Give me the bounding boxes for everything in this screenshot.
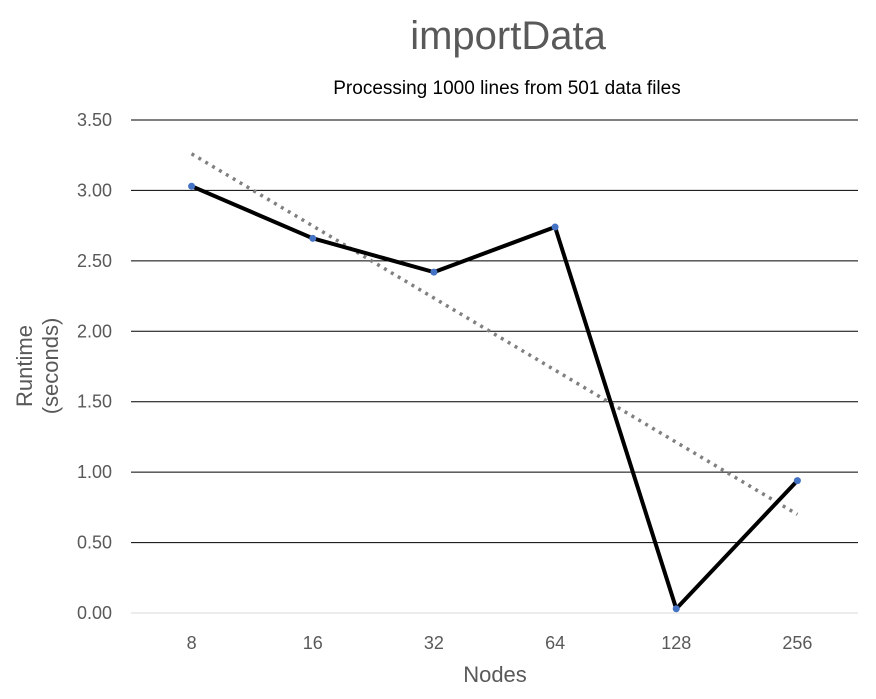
gridlines — [131, 119, 858, 614]
data-point — [672, 605, 680, 613]
y-axis-title-line2: (seconds) — [38, 318, 63, 415]
y-tick-label: 1.50 — [77, 392, 112, 412]
chart-title: importData — [410, 14, 606, 58]
data-point — [309, 234, 317, 242]
y-tick-label: 0.00 — [77, 603, 112, 623]
y-tick-label: 1.00 — [77, 462, 112, 482]
data-point — [188, 182, 196, 190]
y-tick-labels: 0.00 0.50 1.00 1.50 2.00 2.50 3.00 3.50 — [77, 110, 112, 623]
data-point — [551, 223, 559, 231]
x-tick-label: 16 — [303, 633, 323, 653]
x-tick-label: 32 — [424, 633, 444, 653]
trendline — [190, 152, 799, 516]
chart-subtitle: Processing 1000 lines from 501 data file… — [333, 78, 681, 99]
y-tick-label: 3.00 — [77, 180, 112, 200]
y-tick-label: 2.50 — [77, 251, 112, 271]
x-axis-title: Nodes — [463, 662, 527, 687]
x-tick-label: 8 — [187, 633, 197, 653]
y-axis-title-line1: Runtime — [12, 325, 37, 407]
x-tick-label: 128 — [661, 633, 691, 653]
series-group — [190, 184, 799, 611]
y-tick-label: 2.00 — [77, 321, 112, 341]
series-line — [190, 184, 799, 611]
x-tick-label: 64 — [545, 633, 565, 653]
data-point — [793, 477, 801, 485]
data-point — [430, 268, 438, 276]
y-tick-label: 3.50 — [77, 110, 112, 130]
data-points — [188, 182, 801, 613]
x-tick-label: 256 — [782, 633, 812, 653]
x-tick-labels: 8 16 32 64 128 256 — [187, 633, 813, 653]
trendline-group — [190, 152, 799, 516]
y-tick-label: 0.50 — [77, 533, 112, 553]
